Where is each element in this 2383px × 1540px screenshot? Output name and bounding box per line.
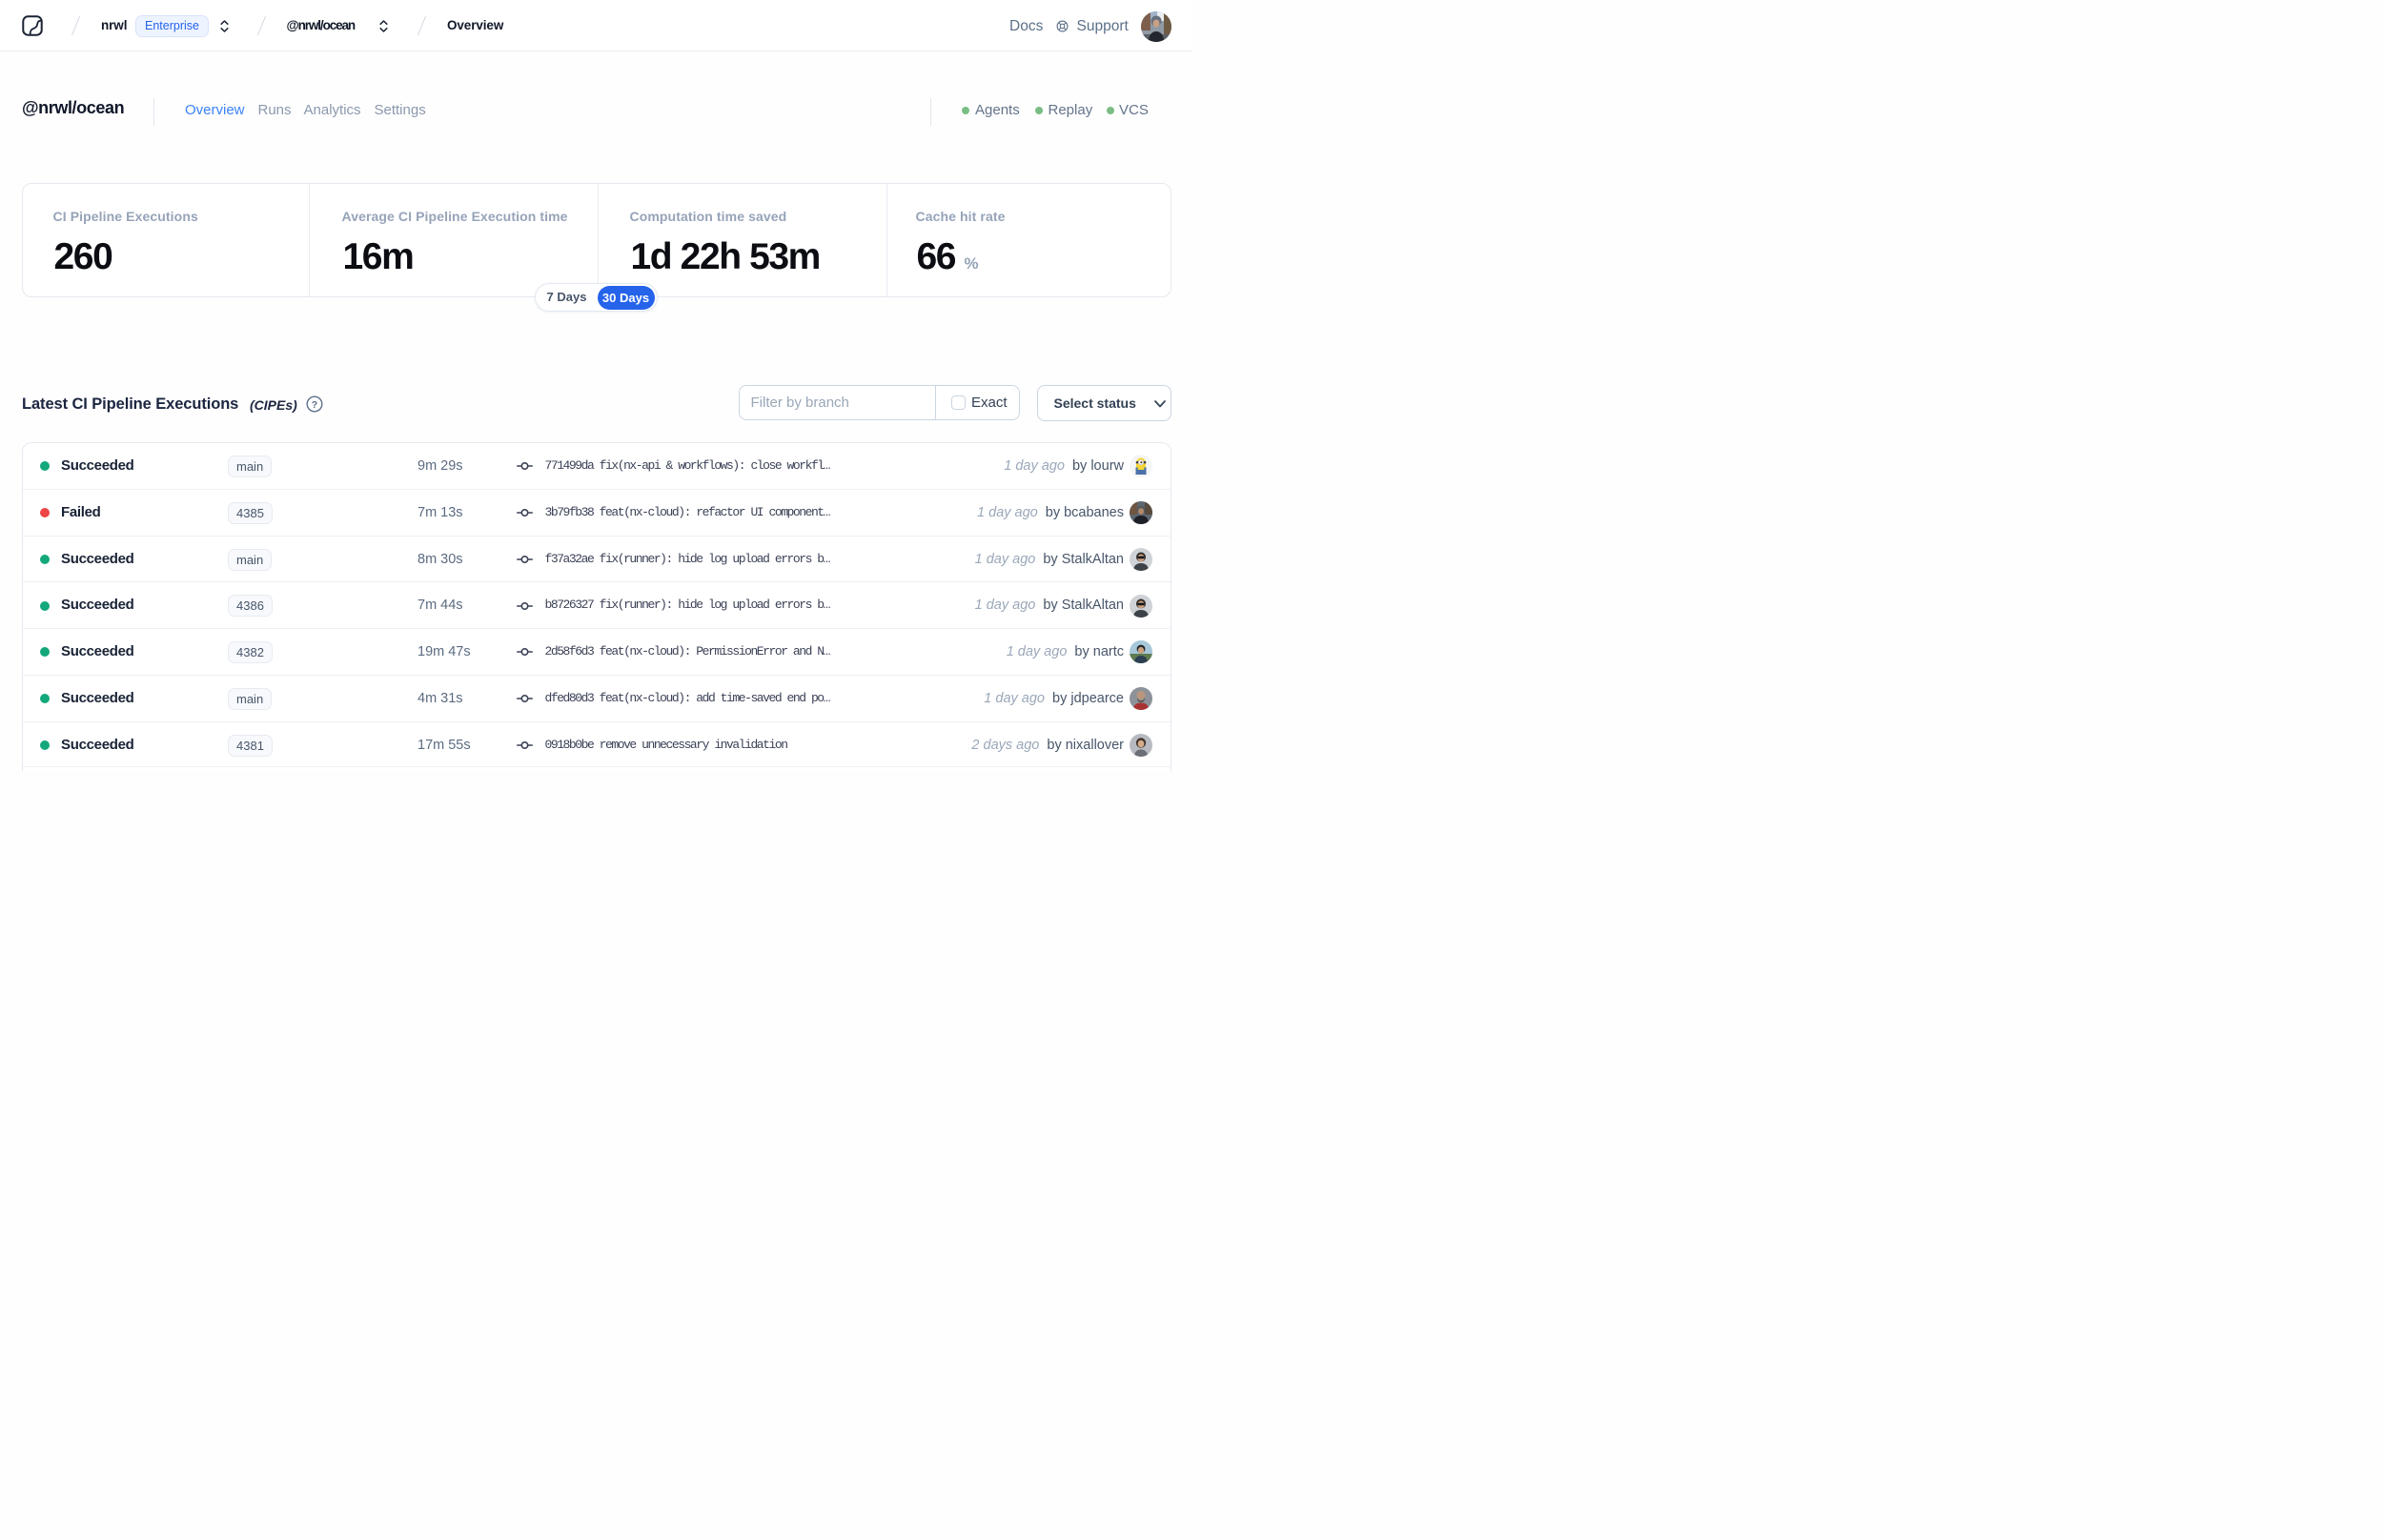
- svg-text:?: ?: [312, 399, 317, 411]
